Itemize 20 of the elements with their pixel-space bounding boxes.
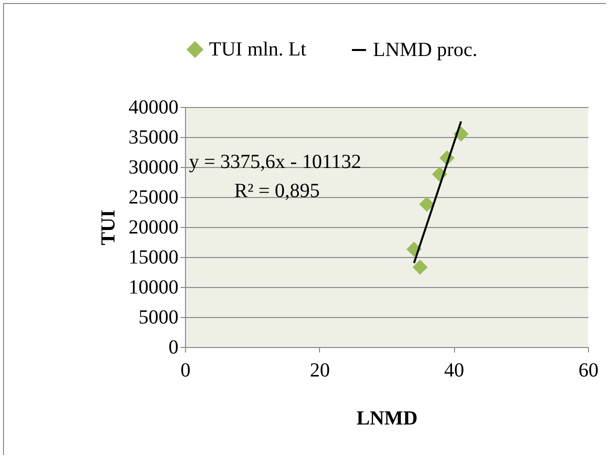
- y-tick-label: 35000: [128, 126, 178, 148]
- y-tick-label: 20000: [128, 216, 178, 238]
- legend-label: LNMD proc.: [373, 39, 478, 61]
- y-tick-label: 15000: [128, 246, 178, 268]
- x-tick-label: 60: [578, 360, 598, 382]
- x-tick-label: 40: [444, 360, 464, 382]
- point: [419, 196, 434, 212]
- y-tick-label: 25000: [128, 186, 178, 208]
- annotation: R² = 0,895: [234, 180, 320, 202]
- y-tick-label: 0: [168, 336, 178, 358]
- y-axis-title: TUI: [98, 210, 120, 246]
- x-tick-label: 20: [310, 360, 330, 382]
- annotation: y = 3375,6x - 101132: [189, 151, 362, 173]
- x-axis-title: LNMD: [356, 408, 418, 430]
- y-tick-label: 10000: [128, 276, 178, 298]
- y-tick-label: 30000: [128, 156, 178, 178]
- legend-label: TUI mln. Lt: [209, 38, 307, 60]
- y-tick-label: 5000: [138, 306, 178, 328]
- point: [412, 260, 428, 275]
- y-tick-label: 40000: [128, 96, 178, 118]
